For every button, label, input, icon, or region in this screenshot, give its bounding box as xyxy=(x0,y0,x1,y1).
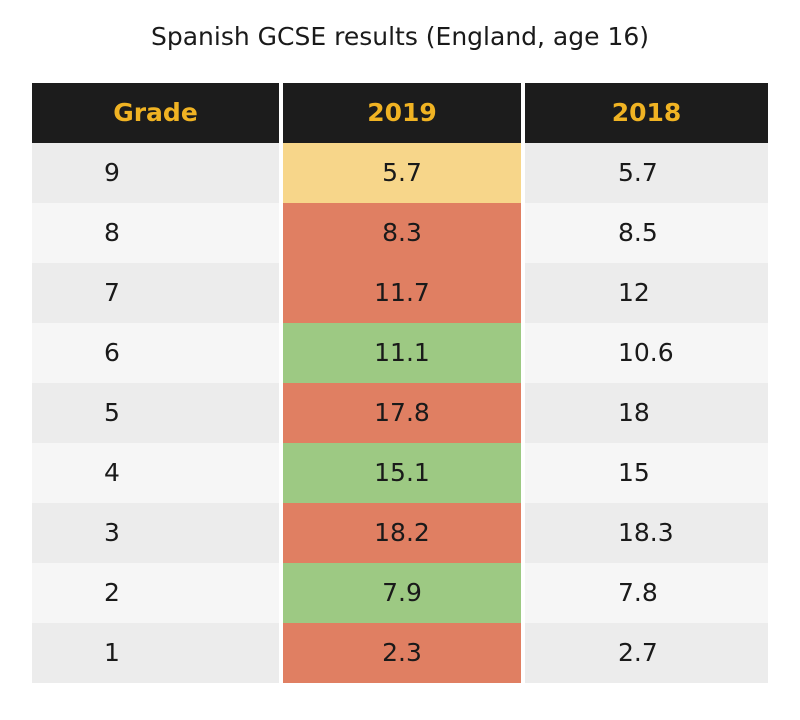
table-cell: 2.7 xyxy=(525,623,768,683)
table-row: 6 11.1 10.6 xyxy=(32,323,768,383)
table-cell: 8.3 xyxy=(283,203,521,263)
table-cell: 1 xyxy=(32,623,279,683)
table-cell: 15.1 xyxy=(283,443,521,503)
table-row: 7 11.7 12 xyxy=(32,263,768,323)
table-cell: 11.1 xyxy=(283,323,521,383)
table-cell: 7.9 xyxy=(283,563,521,623)
table-cell: 17.8 xyxy=(283,383,521,443)
table-row: 8 8.3 8.5 xyxy=(32,203,768,263)
results-table: Grade 2019 2018 9 5.7 5.7 8 8.3 8.5 7 11.7 12 6 11.1 1… xyxy=(32,83,768,683)
header-cell: 2019 xyxy=(283,83,521,143)
table-cell: 11.7 xyxy=(283,263,521,323)
table-row: 1 2.3 2.7 xyxy=(32,623,768,683)
table-cell: 18.3 xyxy=(525,503,768,563)
table-cell: 5.7 xyxy=(525,143,768,203)
table-cell: 15 xyxy=(525,443,768,503)
table-cell: 4 xyxy=(32,443,279,503)
table-cell: 8.5 xyxy=(525,203,768,263)
table-title: Spanish GCSE results (England, age 16) xyxy=(150,22,650,51)
table-cell: 7 xyxy=(32,263,279,323)
table-cell: 3 xyxy=(32,503,279,563)
table-cell: 12 xyxy=(525,263,768,323)
table-cell: 18 xyxy=(525,383,768,443)
header-row: Grade 2019 2018 xyxy=(32,83,768,143)
table-cell: 5.7 xyxy=(283,143,521,203)
table-cell: 8 xyxy=(32,203,279,263)
table-cell: 18.2 xyxy=(283,503,521,563)
table-row: 3 18.2 18.3 xyxy=(32,503,768,563)
table-cell: 7.8 xyxy=(525,563,768,623)
table-cell: 10.6 xyxy=(525,323,768,383)
header-cell: Grade xyxy=(32,83,279,143)
table-cell: 6 xyxy=(32,323,279,383)
table-row: 2 7.9 7.8 xyxy=(32,563,768,623)
table-cell: 2 xyxy=(32,563,279,623)
table-row: 5 17.8 18 xyxy=(32,383,768,443)
table-cell: 5 xyxy=(32,383,279,443)
table-row: 9 5.7 5.7 xyxy=(32,143,768,203)
table-row: 4 15.1 15 xyxy=(32,443,768,503)
header-cell: 2018 xyxy=(525,83,768,143)
table-cell: 9 xyxy=(32,143,279,203)
table-cell: 2.3 xyxy=(283,623,521,683)
